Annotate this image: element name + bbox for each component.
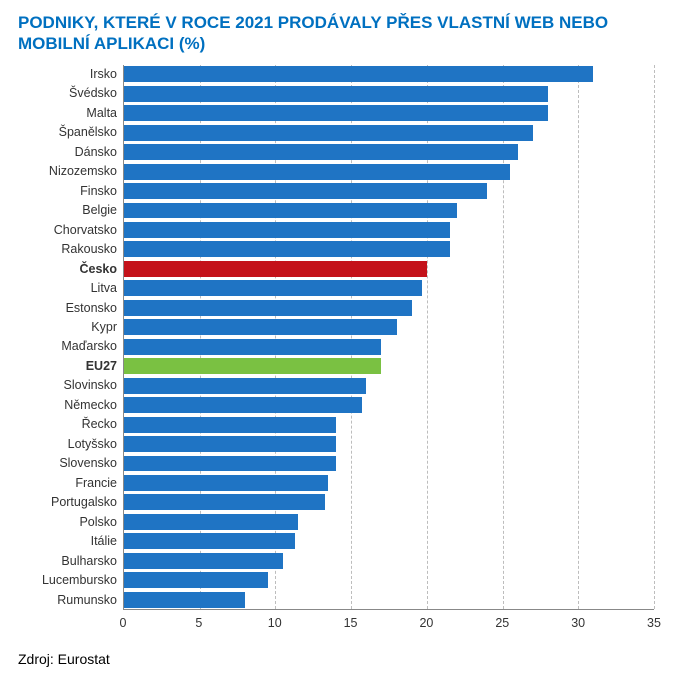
bar-row <box>124 164 654 180</box>
y-tick-label: Belgie <box>82 204 117 217</box>
y-tick-label: Španělsko <box>59 126 117 139</box>
bar-row <box>124 222 654 238</box>
bar <box>124 417 336 433</box>
y-tick-label: Německo <box>64 399 117 412</box>
bar-row <box>124 592 654 608</box>
y-tick-label: Polsko <box>79 516 117 529</box>
y-tick-label: Lucembursko <box>42 574 117 587</box>
bar <box>124 514 298 530</box>
bar-row <box>124 339 654 355</box>
x-tick-label: 25 <box>495 616 509 630</box>
y-tick-label: Itálie <box>91 535 117 548</box>
bar-row <box>124 358 654 374</box>
bar-row <box>124 66 654 82</box>
bar-row <box>124 436 654 452</box>
y-tick-label: Kypr <box>91 321 117 334</box>
y-tick-label: Finsko <box>80 185 117 198</box>
gridline <box>654 65 655 609</box>
bar <box>124 300 412 316</box>
bar <box>124 456 336 472</box>
bar <box>124 66 593 82</box>
y-tick-label: EU27 <box>86 360 117 373</box>
bar-row <box>124 456 654 472</box>
bar-row <box>124 280 654 296</box>
bar-row <box>124 203 654 219</box>
bar-row <box>124 417 654 433</box>
bar-row <box>124 572 654 588</box>
bar-row <box>124 553 654 569</box>
bar-row <box>124 397 654 413</box>
bar-row <box>124 144 654 160</box>
bar <box>124 125 533 141</box>
x-tick-label: 15 <box>344 616 358 630</box>
bar <box>124 203 457 219</box>
y-tick-label: Litva <box>91 282 117 295</box>
bar <box>124 183 487 199</box>
source-label: Zdroj: Eurostat <box>18 651 656 667</box>
y-tick-label: Česko <box>79 263 117 276</box>
bar <box>124 553 283 569</box>
bar <box>124 144 518 160</box>
bar-row <box>124 319 654 335</box>
page: PODNIKY, KTERÉ V ROCE 2021 PRODÁVALY PŘE… <box>0 0 674 683</box>
bar-row <box>124 86 654 102</box>
chart: 05101520253035IrskoŠvédskoMaltaŠpanělsko… <box>18 65 654 645</box>
bar-row <box>124 514 654 530</box>
bar-row <box>124 533 654 549</box>
bar-row <box>124 105 654 121</box>
bar <box>124 164 510 180</box>
bar <box>124 339 381 355</box>
bar <box>124 378 366 394</box>
bar <box>124 105 548 121</box>
x-tick-label: 5 <box>195 616 202 630</box>
y-tick-label: Rakousko <box>61 243 117 256</box>
bar <box>124 592 245 608</box>
y-tick-label: Slovensko <box>59 457 117 470</box>
y-tick-label: Portugalsko <box>51 496 117 509</box>
bar-row <box>124 378 654 394</box>
plot-area <box>123 65 654 610</box>
bar-row <box>124 475 654 491</box>
bar <box>124 261 427 277</box>
bar <box>124 533 295 549</box>
bar <box>124 319 397 335</box>
y-tick-label: Irsko <box>90 68 117 81</box>
y-tick-label: Nizozemsko <box>49 165 117 178</box>
bar <box>124 494 325 510</box>
y-tick-label: Malta <box>86 107 117 120</box>
bar-row <box>124 300 654 316</box>
bar <box>124 280 422 296</box>
bar-row <box>124 241 654 257</box>
y-tick-label: Švédsko <box>69 87 117 100</box>
y-tick-label: Rumunsko <box>57 594 117 607</box>
bar-row <box>124 125 654 141</box>
bar-row <box>124 494 654 510</box>
bar <box>124 241 450 257</box>
y-tick-label: Dánsko <box>75 146 117 159</box>
y-tick-label: Maďarsko <box>61 340 117 353</box>
bar <box>124 86 548 102</box>
x-tick-label: 30 <box>571 616 585 630</box>
bar <box>124 475 328 491</box>
y-tick-label: Řecko <box>82 418 117 431</box>
x-tick-label: 0 <box>120 616 127 630</box>
bar-row <box>124 183 654 199</box>
bar <box>124 222 450 238</box>
bar <box>124 436 336 452</box>
y-tick-label: Lotyšsko <box>68 438 117 451</box>
chart-title: PODNIKY, KTERÉ V ROCE 2021 PRODÁVALY PŘE… <box>18 12 656 55</box>
bar <box>124 572 268 588</box>
x-tick-label: 10 <box>268 616 282 630</box>
x-tick-label: 20 <box>419 616 433 630</box>
y-tick-label: Bulharsko <box>61 555 117 568</box>
y-tick-label: Estonsko <box>66 302 117 315</box>
bar <box>124 358 381 374</box>
bar-row <box>124 261 654 277</box>
y-tick-label: Chorvatsko <box>54 224 117 237</box>
y-tick-label: Slovinsko <box>64 379 118 392</box>
x-tick-label: 35 <box>647 616 661 630</box>
y-tick-label: Francie <box>75 477 117 490</box>
bar <box>124 397 362 413</box>
